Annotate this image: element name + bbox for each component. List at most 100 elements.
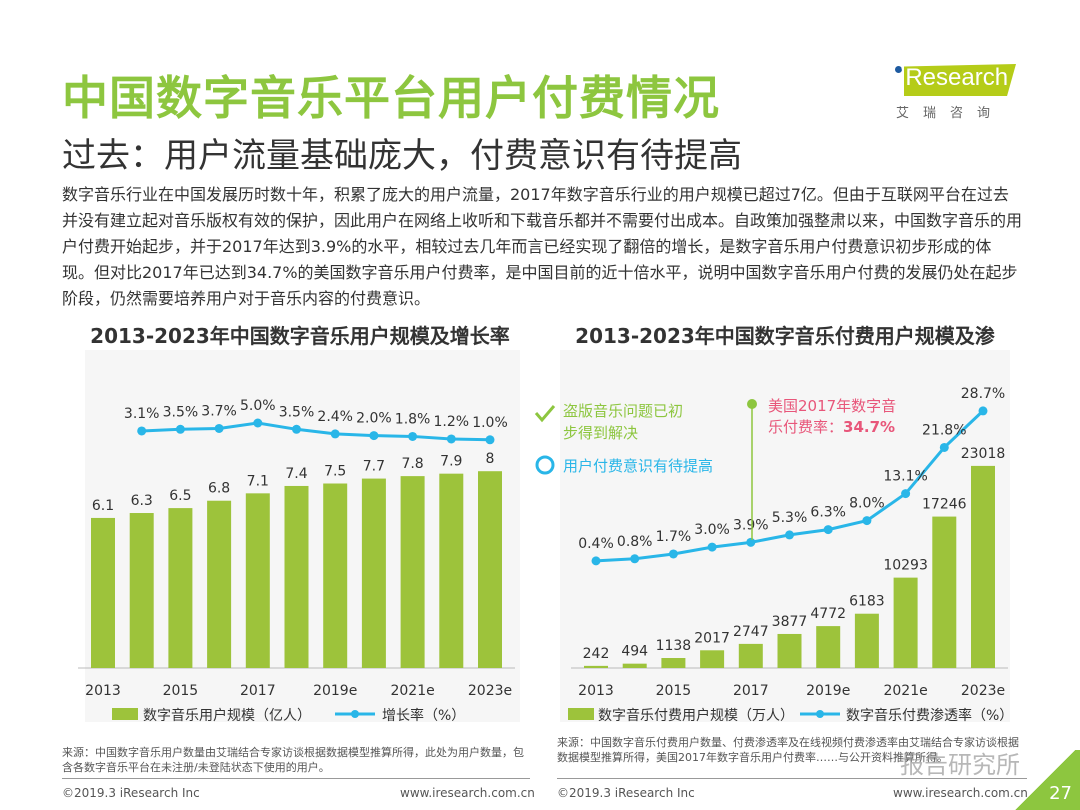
bar: [400, 476, 425, 668]
line-label: 0.4%: [578, 536, 614, 552]
bar-label: 10293: [883, 558, 928, 574]
bar-label: 23018: [961, 446, 1006, 462]
bar-label: 17246: [922, 497, 967, 513]
bar-label: 7.7: [363, 459, 385, 475]
x-tick-label: 2013: [578, 683, 614, 699]
copyright-right: ©2019.3 iResearch Inc: [557, 786, 695, 800]
bar-label: 3877: [772, 614, 808, 630]
bar: [323, 483, 348, 668]
line-label: 3.9%: [733, 517, 769, 533]
bar-label: 2017: [694, 630, 730, 646]
bar: [893, 577, 918, 668]
legend-2-bar: 数字音乐付费用户规模（万人）: [598, 707, 794, 724]
bar-label: 7.5: [324, 464, 346, 480]
bar: [361, 478, 386, 668]
bar-label: 2747: [733, 624, 769, 640]
bar-label: 242: [583, 646, 610, 662]
line-point: [862, 516, 872, 526]
x-tick-label: 2019e: [313, 683, 357, 699]
line-point: [823, 525, 833, 535]
chart-1-title: 2013-2023年中国数字音乐用户规模及增长率: [90, 324, 510, 348]
logo-text: iResearch: [900, 64, 1009, 91]
line-label: 1.0%: [472, 415, 508, 431]
bar: [971, 465, 995, 668]
x-tick-label: 2021e: [390, 683, 434, 699]
annotation-us-1: 美国2017年数字音: [768, 397, 896, 415]
bar: [932, 516, 957, 668]
line-label: 3.7%: [201, 403, 237, 419]
line-point: [785, 530, 794, 540]
annotation-check-2: 步得到解决: [563, 424, 638, 442]
x-tick-label: 2017: [240, 683, 276, 699]
watermark: 报告研究所: [900, 751, 1020, 779]
bar: [700, 650, 725, 668]
page-title: 中国数字音乐平台用户付费情况: [62, 71, 720, 125]
x-tick-label: 2015: [163, 683, 199, 699]
bar: [816, 626, 841, 668]
legend-bar-swatch-2: [568, 708, 594, 720]
line-point: [408, 431, 418, 441]
x-tick-label: 2021e: [883, 683, 927, 699]
bar-label: 7.4: [285, 466, 307, 482]
line-label: 5.0%: [240, 398, 276, 414]
line-point: [175, 424, 185, 434]
line-point: [292, 424, 301, 434]
x-tick-label: 2015: [656, 683, 692, 699]
us-marker-dot: [747, 399, 757, 409]
legend-line-swatch-1: [351, 710, 359, 718]
x-tick-label: 2023e: [961, 683, 1005, 699]
check-icon: [534, 405, 556, 423]
bar-label: 4772: [810, 606, 846, 622]
line-point: [485, 435, 495, 445]
line-point: [630, 554, 640, 564]
bar-label: 6.3: [131, 493, 153, 509]
line-point: [901, 489, 911, 499]
line-point: [668, 549, 678, 559]
bar-label: 6.5: [169, 488, 191, 504]
bar-label: 494: [621, 644, 648, 660]
bar: [91, 517, 115, 668]
line-point: [330, 429, 340, 439]
bar-label: 6183: [849, 594, 885, 610]
line-label: 21.8%: [922, 422, 966, 438]
line-point: [939, 442, 949, 452]
line-point: [253, 418, 263, 428]
bar-label: 7.1: [247, 473, 269, 489]
line-label: 13.1%: [883, 469, 927, 485]
bar-label: 6.8: [208, 481, 230, 497]
line-label: 2.0%: [356, 411, 392, 427]
legend-bar-swatch-1: [112, 708, 138, 720]
circle-icon: [535, 455, 555, 475]
source-note-right: 来源：中国数字音乐付费用户数量、付费渗透率及在线视频付费渗透率由艾瑞结合专家访谈…: [557, 736, 1019, 764]
line-label: 3.1%: [124, 406, 160, 422]
url-right: www.iresearch.com.cn: [893, 786, 1028, 800]
line-point: [707, 542, 717, 552]
bar-label: 6.1: [92, 498, 114, 514]
x-tick-label: 2013: [85, 683, 121, 699]
bar: [777, 633, 802, 668]
source-note-left: 来源：中国数字音乐用户数量由艾瑞结合专家访谈根据数据模型推算所得，此处为用户数量…: [62, 746, 524, 774]
line-label: 6.3%: [810, 505, 846, 521]
x-tick-label: 2017: [733, 683, 769, 699]
bar-label: 1138: [656, 638, 692, 654]
logo-cn: 艾瑞咨询: [896, 106, 1005, 121]
line-point: [978, 406, 988, 416]
line-point: [369, 431, 379, 441]
annotation-us-value: 34.7%: [843, 418, 895, 436]
url-left: www.iresearch.com.cn: [400, 786, 535, 800]
line-label: 8.0%: [849, 496, 885, 512]
line-point: [591, 556, 601, 566]
legend-1-line: 增长率（%）: [382, 707, 465, 724]
bar-label: 7.8: [401, 456, 423, 472]
bar: [439, 473, 464, 668]
annotation-circle: 用户付费意识有待提高: [563, 457, 713, 475]
bar: [738, 643, 763, 668]
bar: [129, 513, 154, 668]
bar: [207, 500, 232, 668]
bar: [245, 493, 270, 668]
line-label: 3.5%: [279, 404, 315, 420]
line-label: 28.7%: [961, 386, 1005, 402]
page-subtitle: 过去：用户流量基础庞大，付费意识有待提高: [62, 136, 742, 176]
line-label: 1.7%: [656, 529, 692, 545]
